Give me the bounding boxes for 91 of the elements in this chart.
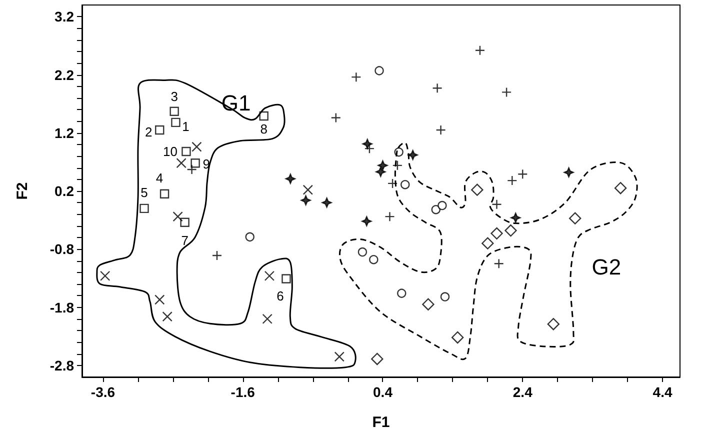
annotation: 8 xyxy=(260,122,268,137)
point xyxy=(351,72,362,82)
point xyxy=(482,237,494,250)
y-tick-label: -2.8 xyxy=(50,357,74,374)
point xyxy=(438,200,447,210)
x-axis-title: F1 xyxy=(372,414,390,431)
point xyxy=(160,189,170,199)
point xyxy=(384,211,395,222)
point xyxy=(182,146,191,156)
point xyxy=(374,66,384,76)
point xyxy=(440,292,450,302)
point xyxy=(172,211,183,222)
annotation: 5 xyxy=(140,184,148,200)
y-tick-label: 2.2 xyxy=(54,66,74,83)
point xyxy=(490,227,503,240)
point xyxy=(180,218,190,227)
annotation: 7 xyxy=(181,232,188,248)
annotation: 1 xyxy=(182,118,190,134)
y-tick-label: 3.2 xyxy=(54,8,74,25)
annotation: 3 xyxy=(170,88,178,104)
point xyxy=(364,143,375,154)
point xyxy=(408,150,418,160)
x-tick-label: -3.6 xyxy=(90,384,116,400)
point xyxy=(362,138,372,150)
point xyxy=(431,205,441,214)
point xyxy=(362,216,372,226)
point xyxy=(140,204,149,214)
annotation: 6 xyxy=(276,288,284,304)
point xyxy=(371,352,384,366)
point xyxy=(330,112,341,123)
point xyxy=(282,274,291,284)
y-tick-label: 1.2 xyxy=(54,124,74,141)
point xyxy=(171,118,180,128)
x-tick-label: 4.4 xyxy=(652,384,672,400)
point xyxy=(334,352,344,362)
y-tick-label: -1.8 xyxy=(50,299,74,316)
point xyxy=(614,182,627,194)
annotation: G1 xyxy=(221,90,251,116)
point xyxy=(564,167,574,178)
annotation: 4 xyxy=(156,170,164,186)
point xyxy=(262,314,272,324)
point xyxy=(518,169,528,180)
point xyxy=(302,184,314,195)
annotation: G2 xyxy=(592,254,622,280)
point xyxy=(369,254,378,264)
point xyxy=(422,298,434,310)
point xyxy=(392,160,403,171)
point xyxy=(212,250,222,261)
point xyxy=(547,318,560,330)
point xyxy=(376,166,386,177)
point xyxy=(397,288,406,298)
y-tick-label: 0.2 xyxy=(54,183,74,199)
point xyxy=(300,195,311,206)
point xyxy=(285,174,296,184)
annotation: 9 xyxy=(202,156,210,172)
x-tick-label: 0.4 xyxy=(373,384,393,400)
point xyxy=(192,142,202,152)
point xyxy=(100,270,110,281)
point xyxy=(387,178,398,189)
point xyxy=(501,87,512,98)
point xyxy=(259,111,268,121)
point xyxy=(504,224,517,237)
x-tick-label: -1.6 xyxy=(230,384,256,400)
point xyxy=(436,124,446,136)
point xyxy=(400,180,410,190)
point xyxy=(494,258,504,269)
annotation: 2 xyxy=(145,124,152,140)
point xyxy=(186,164,197,175)
point xyxy=(264,270,275,281)
point xyxy=(170,106,179,116)
point xyxy=(432,83,442,94)
point xyxy=(155,125,164,135)
point xyxy=(492,199,502,210)
annotation: 10 xyxy=(162,144,178,159)
y-tick-label: -0.8 xyxy=(50,241,74,258)
point xyxy=(507,175,518,186)
y-axis-title: F2 xyxy=(14,182,31,200)
point xyxy=(245,232,254,242)
x-tick-label: 2.4 xyxy=(512,384,533,400)
point xyxy=(358,247,368,257)
point xyxy=(474,45,486,56)
point xyxy=(162,311,172,322)
point xyxy=(471,184,484,196)
point xyxy=(510,212,521,223)
point xyxy=(322,198,332,208)
point xyxy=(568,212,582,224)
point xyxy=(190,158,200,168)
point xyxy=(176,158,186,168)
point xyxy=(451,331,464,344)
point xyxy=(378,160,388,171)
point xyxy=(154,294,165,305)
